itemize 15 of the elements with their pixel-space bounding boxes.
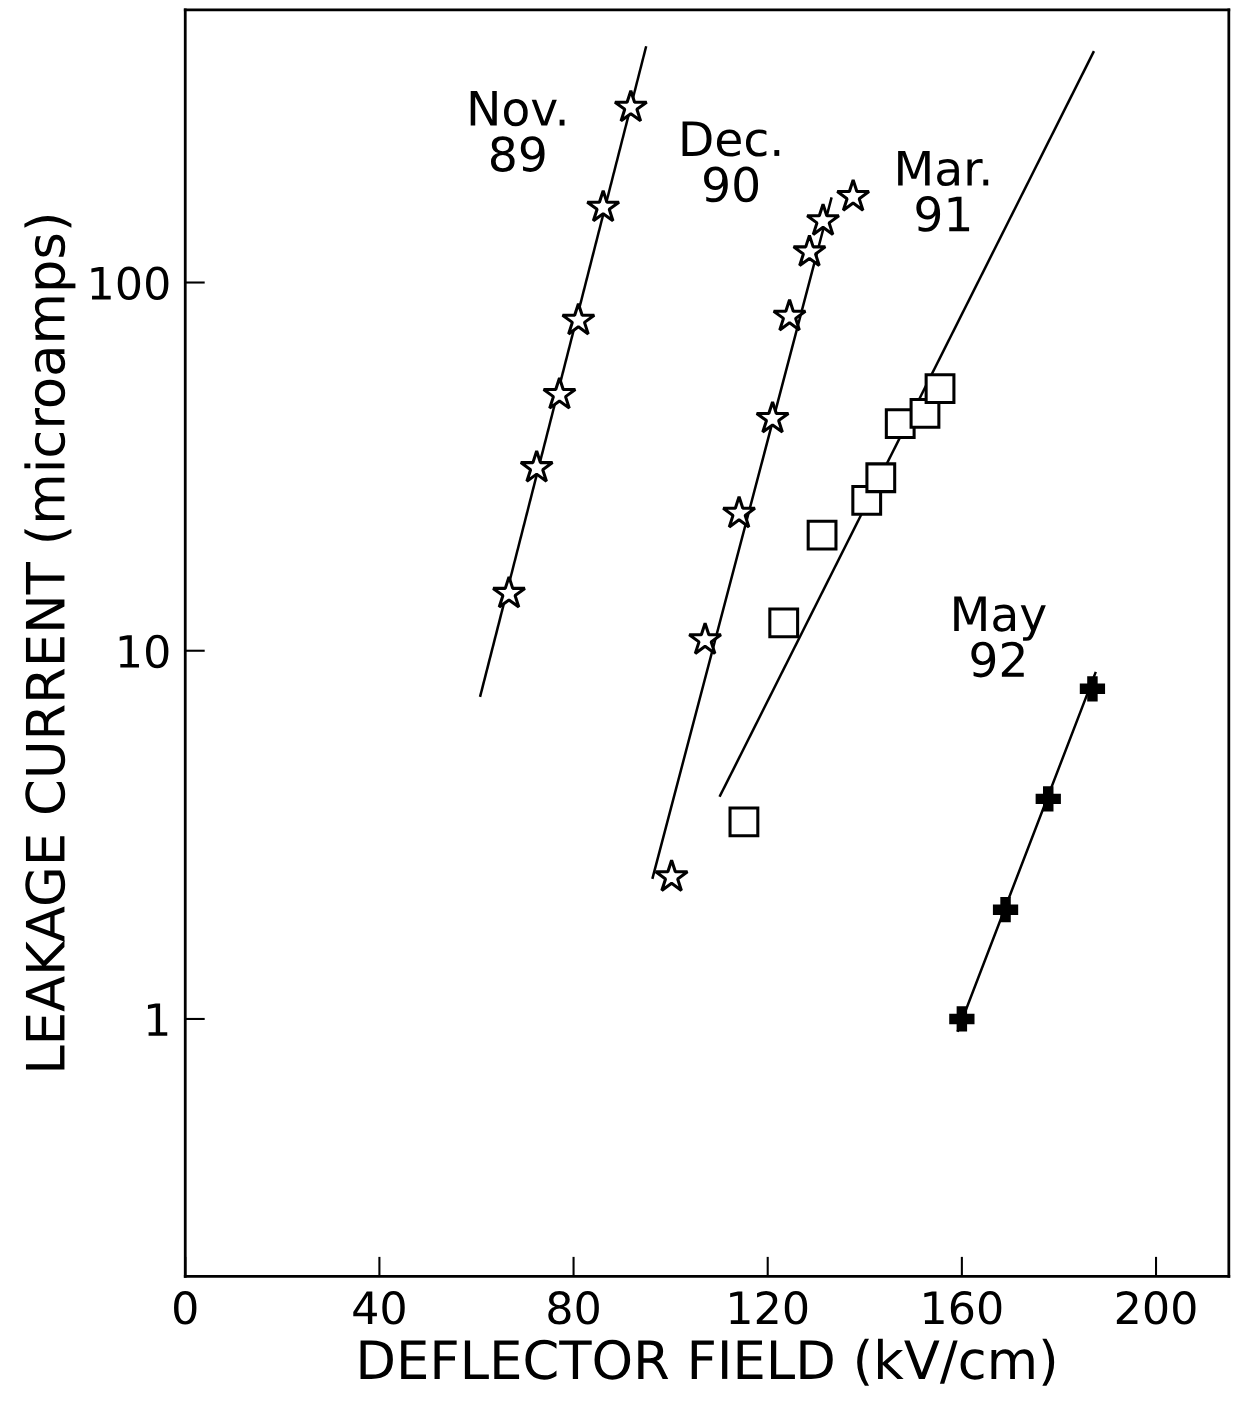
x-tick-label: 120	[730, 1291, 808, 1325]
series-label: Nov. 89	[470, 91, 565, 172]
x-tick-label: 0	[174, 1291, 197, 1325]
x-tick-label: 40	[353, 1291, 405, 1325]
x-tick-label: 200	[1116, 1291, 1196, 1325]
series-label: Mar. 91	[898, 151, 989, 232]
y-tick-label: 100	[91, 266, 169, 301]
x-axis-title: DEFLECTOR FIELD (kV/cm)	[360, 1338, 1055, 1386]
series-label: Dec. 90	[682, 121, 780, 203]
y-tick-label: 10	[119, 634, 169, 669]
x-tick-label: 160	[924, 1291, 1002, 1325]
series-label: May 92	[954, 596, 1046, 678]
x-tick-label: 80	[548, 1291, 599, 1325]
y-axis-title: LEAKAGE CURRENT (microamps)	[24, 216, 76, 1070]
y-tick-label: 1	[147, 1003, 168, 1036]
